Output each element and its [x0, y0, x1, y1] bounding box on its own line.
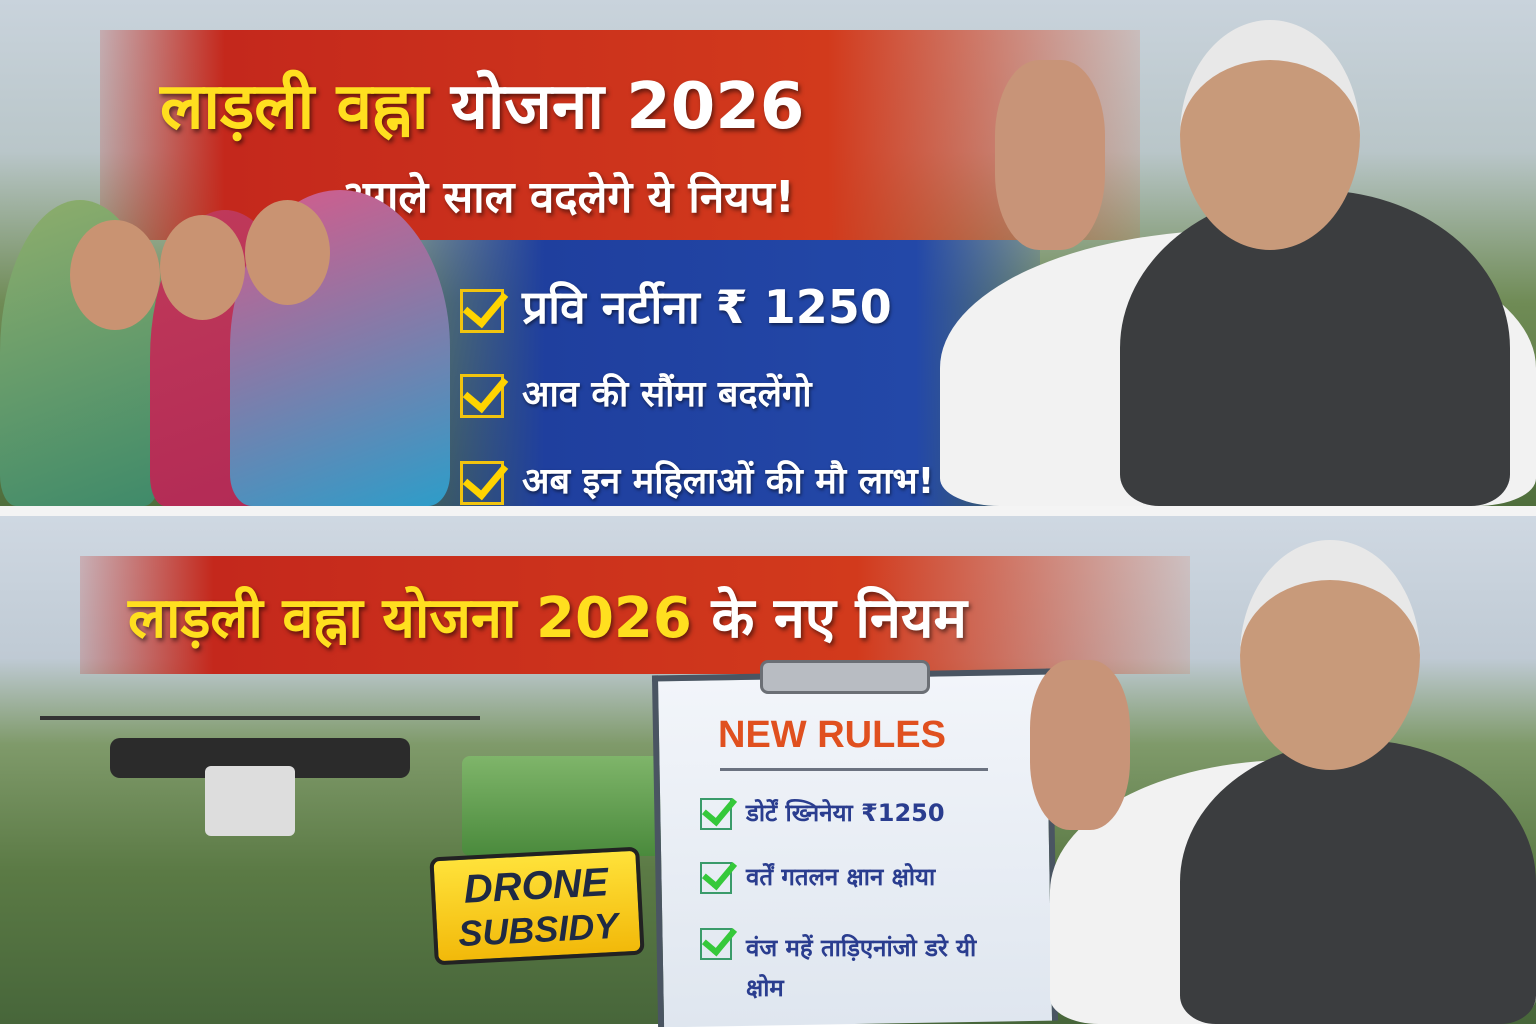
clipboard-clip — [760, 660, 930, 694]
title-banner — [80, 556, 1190, 674]
clipboard-rule: वंज महें ताड़िएनांजो डरे यी क्षोम — [700, 928, 1000, 1008]
check-icon — [460, 374, 504, 418]
rule-item: अब इन महिलाओं की मौ लाभ! — [460, 455, 934, 505]
heading-underline — [720, 768, 988, 771]
check-icon — [700, 862, 732, 894]
rules-banner — [420, 240, 1040, 506]
check-icon — [700, 928, 732, 960]
main-title: लाड़ली वह्ना योजना 2026 के नए नियम — [128, 586, 967, 651]
check-icon — [460, 288, 504, 333]
panel-divider — [0, 506, 1536, 516]
top-panel: लाड़ली वह्ना योजना 2026 अगले साल वदलेगे … — [0, 0, 1536, 506]
clipboard-rule: डोर्टें ख्निनेया ₹1250 — [700, 796, 945, 830]
clipboard-rule: वर्तें गतलन क्षान क्षोया — [700, 860, 935, 894]
clipboard-heading: NEW RULES — [718, 714, 946, 756]
rule-item: प्रवि नर्टीना ₹ 1250 — [460, 275, 892, 337]
drone-subsidy-badge: DRONE SUBSIDY — [429, 846, 645, 966]
money-stack-image — [462, 756, 662, 856]
check-icon — [700, 798, 732, 830]
subtitle: अगले साल वदलेगे ये नियप! — [340, 172, 795, 223]
check-icon — [460, 461, 504, 505]
main-title: लाड़ली वह्ना योजना 2026 — [160, 70, 805, 144]
rule-item: आव की सौंमा बदलेंगो — [460, 368, 812, 418]
